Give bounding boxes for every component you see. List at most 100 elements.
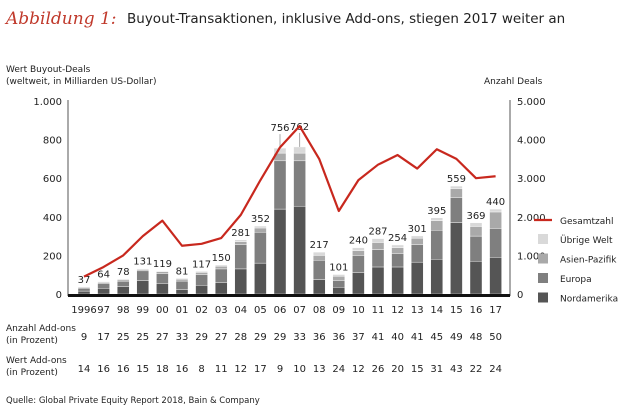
bar-total-label: 440: [486, 197, 505, 208]
bar-segment-europa: [313, 260, 326, 280]
bar-segment-brigewelt: [77, 286, 91, 288]
bar-segment-brigewelt: [489, 208, 502, 213]
right-axis-ticks: 0 1.000 2.000 3.000 4.000 5.000: [517, 97, 546, 301]
row-label-wert-1: Wert Add-ons: [6, 356, 67, 366]
deal-count-line: [83, 124, 496, 278]
x-tick-label: 98: [117, 305, 130, 316]
bar-segment-asienpazifik: [116, 279, 130, 282]
bar-segment-nordamerika: [489, 257, 502, 295]
bar-segment-brigewelt: [411, 235, 424, 239]
table-cell: 50: [489, 332, 502, 343]
table-cell: 36: [332, 332, 345, 343]
table-cell: 15: [411, 364, 424, 375]
table-cell: 26: [372, 364, 385, 375]
source-note: Quelle: Global Private Equity Report 201…: [6, 396, 260, 406]
legend-label: Übrige Welt: [560, 235, 613, 246]
table-cell: 40: [391, 332, 404, 343]
x-tick-label: 97: [97, 305, 110, 316]
table-cell: 29: [195, 332, 208, 343]
chart-title: Buyout-Transaktionen, inklusive Add-ons,…: [127, 11, 565, 27]
legend-label: Gesamtzahl: [560, 217, 613, 227]
bar-segment-europa: [136, 270, 150, 281]
bar-segment-asienpazifik: [156, 271, 169, 274]
bar-segment-brigewelt: [254, 225, 267, 229]
bar-segment-brigewelt: [195, 271, 208, 273]
x-axis-labels: 1996 97 98 99 00 01 02 03 04 05 06 07 08 09 10 11 12 13 14…: [71, 305, 502, 316]
x-tick-label: 17: [489, 305, 502, 316]
bar-segment-asienpazifik: [332, 276, 345, 281]
bar-segment-europa: [430, 230, 443, 260]
x-tick-label: 14: [430, 305, 443, 316]
bar-segment-brigewelt: [352, 247, 365, 251]
bar-segment-nordamerika: [371, 266, 385, 295]
legend-swatch: [538, 253, 548, 264]
bar-total-label: 352: [251, 214, 270, 225]
bar-segment-europa: [411, 244, 424, 263]
bar-total-label: 756: [270, 123, 289, 134]
bar-segment-europa: [214, 268, 228, 283]
bar-segment-nordamerika: [313, 279, 326, 295]
bar-segment-nordamerika: [136, 280, 150, 295]
table-cell: 15: [136, 364, 149, 375]
table-cell: 16: [176, 364, 189, 375]
table-cell: 49: [450, 332, 463, 343]
left-tick-label: 1.000: [33, 97, 62, 108]
bar-total-label: 287: [368, 227, 387, 238]
right-tick-label: 1.000: [517, 251, 546, 262]
x-tick-label: 07: [293, 305, 306, 316]
bar-segment-asienpazifik: [469, 226, 483, 237]
legend-label: Asien-Pazifik: [560, 256, 617, 266]
left-tick-label: 200: [43, 251, 62, 262]
row-label-wert-2: (in Prozent): [6, 368, 58, 378]
bar-total-label: 254: [388, 233, 407, 244]
bar-segment-nordamerika: [391, 266, 404, 295]
x-tick-label: 02: [195, 305, 208, 316]
bar-segment-brigewelt: [293, 146, 306, 154]
legend-swatch: [538, 234, 548, 244]
bar-segment-nordamerika: [411, 261, 424, 295]
bar-segment-nordamerika: [430, 259, 443, 295]
bar-total-label: 369: [466, 211, 485, 222]
bar-segment-asienpazifik: [293, 152, 306, 162]
bar-segment-asienpazifik: [371, 242, 385, 250]
bar-segment-nordamerika: [273, 208, 287, 295]
bar-segment-europa: [352, 255, 365, 273]
bar-segment-europa: [254, 232, 267, 264]
bar-segment-nordamerika: [352, 272, 365, 295]
table-cell: 28: [234, 332, 247, 343]
legend: Gesamtzahl Übrige Welt Asien-Pazifik Europa…: [534, 217, 618, 305]
bar-segment-asienpazifik: [489, 211, 502, 229]
table-cell: 29: [274, 332, 287, 343]
bar-segment-nordamerika: [332, 287, 345, 295]
table-cell: 43: [450, 364, 463, 375]
bar-total-label: 37: [78, 275, 91, 286]
x-tick-label: 99: [136, 305, 149, 316]
table-cell: 24: [332, 364, 345, 375]
bar-total-label: 131: [133, 257, 152, 268]
bar-total-label: 559: [447, 174, 466, 185]
x-tick-label: 00: [156, 305, 169, 316]
x-tick-label: 06: [274, 305, 287, 316]
table-cell: 20: [391, 364, 404, 375]
bar-segment-europa: [450, 197, 463, 223]
table-cell: 12: [234, 364, 247, 375]
bar-segment-nordamerika: [116, 286, 130, 295]
bar-total-label: 81: [176, 266, 189, 277]
table-cell: 11: [215, 364, 228, 375]
left-axis-label-line1: Wert Buyout-Deals: [6, 65, 91, 75]
bar-segment-brigewelt: [234, 239, 248, 242]
legend-swatch: [538, 273, 548, 283]
table-cell: 37: [352, 332, 365, 343]
x-tick-label: 05: [254, 305, 267, 316]
left-tick-label: 800: [43, 136, 62, 147]
bar-total-label: 119: [153, 259, 172, 270]
table-cell: 33: [293, 332, 306, 343]
x-tick-label: 1996: [71, 305, 96, 316]
bar-segment-asienpazifik: [175, 278, 189, 282]
table-cell: 16: [117, 364, 130, 375]
bar-total-label: 117: [192, 259, 211, 270]
table-cell: 22: [470, 364, 483, 375]
left-axis-ticks: 0 200 400 600 800 1.000: [33, 97, 62, 301]
